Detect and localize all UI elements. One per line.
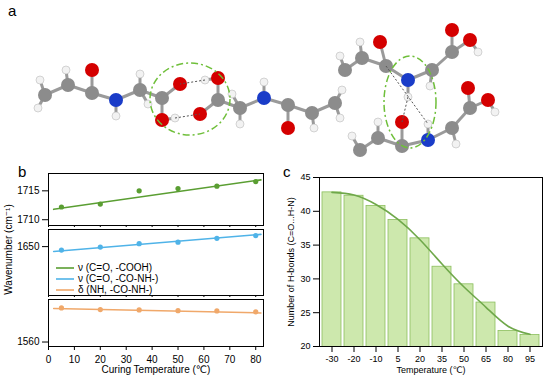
svg-text:20: 20: [94, 353, 106, 365]
svg-text:0: 0: [46, 354, 52, 365]
svg-text:30: 30: [300, 274, 310, 284]
svg-text:1650: 1650: [17, 241, 40, 252]
svg-text:70: 70: [224, 354, 236, 365]
svg-text:-20: -20: [347, 354, 360, 364]
svg-text:10: 10: [69, 354, 81, 365]
html-text:δ (NH, -CO-NH-): δ (NH, -CO-NH-): [78, 284, 153, 295]
svg-text:80: 80: [250, 354, 262, 365]
svg-text:5: 5: [395, 354, 400, 364]
svg-text:1715: 1715: [17, 185, 40, 196]
html-text:ν (C=O, -COOH): ν (C=O, -COOH): [78, 262, 153, 273]
svg-text:30: 30: [120, 353, 132, 365]
svg-text:1560: 1560: [17, 336, 40, 347]
svg-text:1710: 1710: [17, 214, 40, 225]
svg-text:40: 40: [146, 353, 158, 365]
svg-text:-30: -30: [325, 354, 338, 364]
html-text:b: b: [18, 163, 27, 180]
html-text:a: a: [8, 2, 17, 19]
svg-text:-10: -10: [369, 354, 382, 364]
html-text:Wavenumber (cm⁻¹): Wavenumber (cm⁻¹): [2, 204, 14, 295]
html-text:ν (C=O, -CO-NH-): ν (C=O, -CO-NH-): [78, 273, 159, 284]
svg-text:Number of H-bonds (C=O...H-N): Number of H-bonds (C=O...H-N): [286, 197, 296, 326]
svg-text:50: 50: [459, 354, 469, 364]
svg-text:45: 45: [300, 172, 310, 182]
svg-text:40: 40: [300, 206, 310, 216]
svg-text:35: 35: [300, 240, 310, 250]
svg-text:35: 35: [437, 354, 447, 364]
svg-text:60: 60: [198, 353, 210, 365]
svg-text:95: 95: [525, 354, 535, 364]
svg-text:20: 20: [300, 341, 310, 351]
svg-text:25: 25: [300, 308, 310, 318]
svg-text:50: 50: [172, 353, 184, 365]
svg-text:80: 80: [503, 354, 513, 364]
svg-text:Temperature (℃): Temperature (℃): [396, 365, 465, 375]
html-text:c: c: [283, 163, 291, 180]
svg-text:Curing Temperature (℃): Curing Temperature (℃): [102, 364, 211, 375]
svg-text:20: 20: [415, 354, 425, 364]
svg-text:65: 65: [481, 354, 491, 364]
